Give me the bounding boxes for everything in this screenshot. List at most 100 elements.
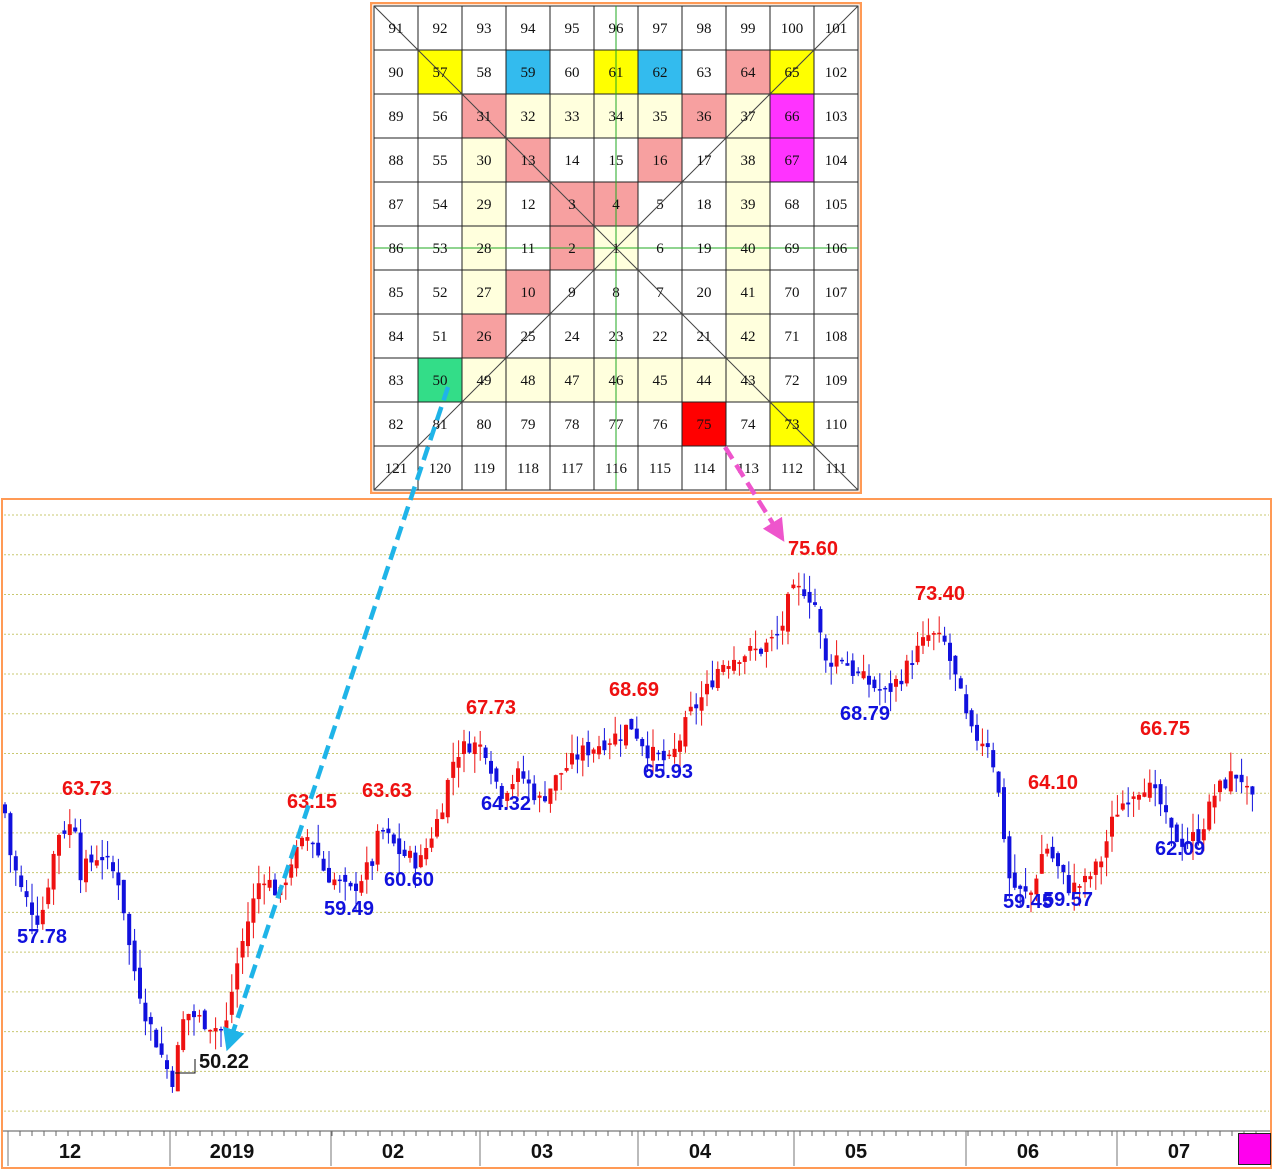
candle-body — [607, 743, 612, 745]
price-annotation: 75.60 — [788, 538, 838, 560]
candle-body — [472, 742, 477, 755]
candle-body — [478, 744, 483, 747]
candle-body — [35, 915, 40, 925]
grid-cell-number: 67 — [785, 153, 801, 169]
grid-cell-number: 14 — [565, 153, 581, 169]
grid-cell-number: 29 — [477, 197, 492, 213]
candle-body — [1061, 864, 1066, 873]
price-annotation: 57.78 — [17, 926, 67, 948]
candle-body — [737, 662, 742, 664]
candle-body — [19, 875, 24, 888]
candle-body — [170, 1070, 175, 1087]
candle-body — [418, 855, 423, 868]
candle-body — [256, 883, 261, 900]
corner-color-swatch[interactable] — [1238, 1133, 1271, 1165]
candle-body — [834, 655, 839, 667]
grid-cell — [637, 93, 683, 139]
grid-cell — [813, 313, 859, 359]
candle-body — [429, 838, 434, 848]
grid-cell-number: 97 — [653, 21, 669, 37]
grid-cell — [769, 357, 815, 403]
candle-body — [818, 608, 823, 633]
price-annotation: 67.73 — [466, 697, 516, 719]
candle-body — [132, 940, 137, 972]
grid-cell-number: 94 — [521, 21, 537, 37]
grid-cell-number: 120 — [429, 461, 452, 477]
grid-cell — [725, 5, 771, 51]
grid-cell-number: 3 — [568, 197, 576, 213]
candle-body — [926, 635, 931, 641]
price-annotation: 63.15 — [287, 791, 337, 813]
candle-body — [148, 1016, 153, 1025]
price-annotation: 66.75 — [1140, 718, 1190, 740]
grid-cell-number: 92 — [433, 21, 448, 37]
grid-cell-number: 77 — [609, 417, 625, 433]
grid-cell-number: 35 — [653, 109, 668, 125]
grid-cell — [417, 181, 463, 227]
candle-body — [1104, 841, 1109, 858]
candle-body — [24, 891, 29, 898]
grid-cell — [373, 181, 419, 227]
x-axis-tick-label: 03 — [531, 1141, 553, 1163]
candle-body — [143, 1002, 148, 1022]
price-annotation: 59.45 — [1003, 891, 1053, 913]
candle-body — [883, 687, 888, 690]
candle-body — [1196, 829, 1201, 842]
grid-cell-number: 21 — [697, 329, 712, 345]
grid-cell-number: 72 — [785, 373, 800, 389]
grid-cell-number: 80 — [477, 417, 492, 433]
candle-body — [1002, 787, 1006, 840]
candle-body — [618, 739, 623, 741]
candle-body — [823, 638, 828, 661]
candle-body — [867, 675, 871, 685]
grid-cell-number: 64 — [741, 65, 757, 81]
candle-body — [175, 1045, 180, 1092]
candle-body — [586, 741, 591, 756]
grid-cell-number: 109 — [825, 373, 848, 389]
grid-cell-number: 33 — [565, 109, 580, 125]
candle-body — [1045, 848, 1050, 854]
grid-cell — [417, 93, 463, 139]
grid-cell-number: 4 — [612, 197, 620, 213]
candle-body — [1239, 774, 1244, 783]
grid-cell — [505, 181, 551, 227]
grid-cell-number: 87 — [389, 197, 405, 213]
candle-body — [391, 834, 396, 844]
candle-body — [985, 743, 990, 748]
grid-cell-number: 6 — [656, 241, 664, 257]
candle-body — [958, 678, 963, 689]
x-axis-tick-label: 12 — [59, 1141, 81, 1163]
grid-cell-number: 24 — [565, 329, 581, 345]
candle-body — [359, 881, 364, 893]
grid-cell — [813, 137, 859, 183]
candle-body — [791, 584, 796, 589]
candle-body — [645, 745, 650, 759]
grid-cell — [549, 357, 595, 403]
grid-cell-number: 16 — [653, 153, 669, 169]
grid-cell — [725, 313, 771, 359]
grid-cell — [549, 445, 595, 491]
candle-body — [1180, 838, 1185, 847]
grid-cell — [461, 181, 507, 227]
candle-body — [354, 883, 358, 891]
grid-cell — [681, 401, 727, 447]
price-annotation: 65.93 — [643, 761, 693, 783]
candle-body — [980, 743, 985, 747]
candle-body — [456, 757, 461, 768]
candle-body — [1056, 853, 1060, 867]
grid-cell-number: 74 — [741, 417, 757, 433]
candle-body — [1077, 886, 1082, 888]
candle-body — [975, 724, 979, 741]
grid-cell-number: 79 — [521, 417, 536, 433]
grid-cell-number: 7 — [656, 285, 664, 301]
candle-body — [57, 835, 61, 856]
candle-body — [872, 679, 877, 689]
grid-cell-number: 57 — [433, 65, 449, 81]
candle-body — [1201, 829, 1206, 841]
candle-body — [381, 830, 385, 832]
x-axis-tick-label: 06 — [1017, 1141, 1039, 1163]
candle-body — [219, 1028, 223, 1031]
candle-body — [283, 882, 288, 886]
grid-cell — [461, 49, 507, 95]
